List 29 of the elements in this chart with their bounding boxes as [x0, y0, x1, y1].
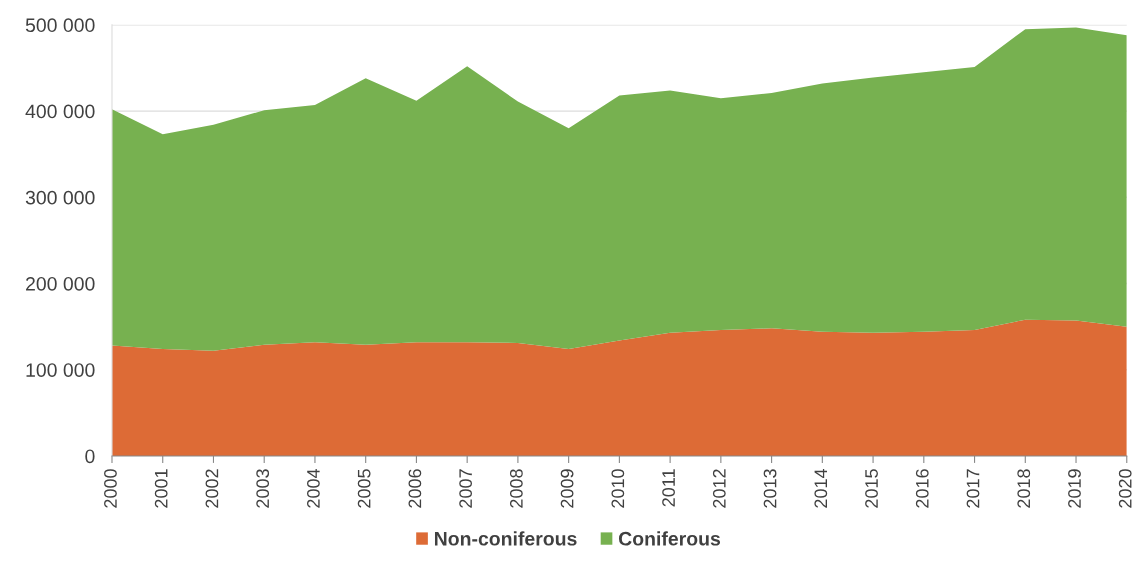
x-tick-label: 2013: [763, 469, 777, 508]
x-tick-label: 2019: [1068, 469, 1081, 508]
y-tick-label: 200 000: [26, 276, 95, 291]
x-tick-label: 2003: [256, 469, 270, 508]
y-tick-label: 100 000: [26, 363, 95, 377]
legend-label: Non-coniferous: [435, 531, 577, 546]
x-tick-label: 2007: [459, 469, 473, 508]
x-tick-label: 2015: [865, 469, 878, 508]
x-tick-label: 2014: [814, 468, 828, 508]
x-tick-label: 2004: [307, 468, 320, 508]
x-tick-label: 2020: [1118, 469, 1132, 508]
y-tick-label: 300 000: [25, 190, 95, 205]
legend-label: Coniferous: [618, 531, 721, 546]
x-tick-label: 2005: [357, 469, 371, 508]
x-tick-label: 2002: [205, 469, 219, 508]
x-tick-label: 2006: [408, 469, 422, 508]
x-tick-label: 2009: [560, 469, 574, 508]
x-tick-label: 2010: [611, 469, 625, 508]
x-tick-label: 2008: [509, 469, 523, 508]
y-tick-label: 400 000: [25, 104, 95, 119]
x-tick-label: 2016: [915, 469, 929, 508]
x-tick-label: 2001: [154, 469, 168, 508]
x-tick-label: 2011: [662, 469, 675, 507]
x-tick-label: 2017: [966, 469, 980, 508]
x-tick-label: 2018: [1017, 469, 1031, 508]
y-tick-label: 0: [85, 449, 95, 464]
x-tick-label: 2000: [104, 469, 117, 508]
x-tick-label: 2012: [712, 469, 726, 508]
y-tick-label: 500 000: [25, 18, 95, 33]
